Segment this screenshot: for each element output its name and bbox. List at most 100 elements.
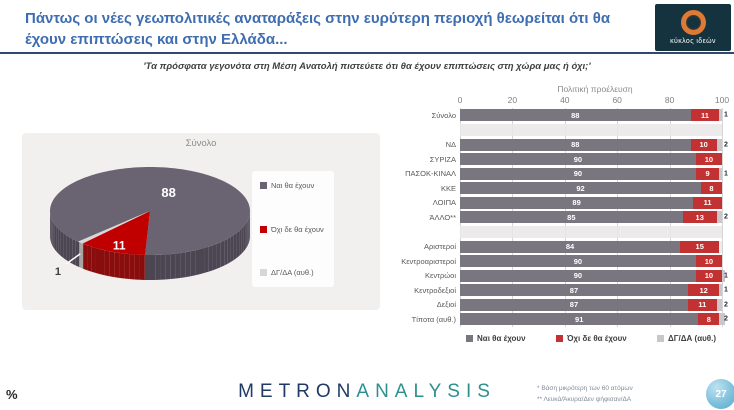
pie-leader-line (65, 253, 81, 265)
bar-row: Κεντροδεξιοί 87 12 1 (398, 283, 728, 298)
bar-track: 87 12 1 (460, 284, 728, 297)
pie-side (51, 217, 53, 246)
pie-side (227, 236, 231, 264)
bar-row: Κεντρώοι 90 10 1 (398, 269, 728, 284)
bar-gap-track (460, 226, 722, 238)
legend-label: Όχι δε θα έχουν (566, 333, 627, 343)
pie-legend-item: Όχι δε θα έχουν (260, 225, 326, 234)
bar-track: 88 11 1 (460, 109, 728, 122)
bar-segment-dk (716, 211, 722, 224)
legend-swatch-icon (260, 269, 267, 276)
percent-sign: % (6, 387, 18, 402)
dk-value-label: 2 (724, 315, 728, 323)
pie-side (95, 247, 100, 275)
dk-value-label: 2 (724, 301, 728, 309)
pie-side (230, 234, 234, 262)
bar-segment-dk (719, 284, 722, 297)
pie-side (114, 252, 120, 278)
bar-value-label: 91 (575, 314, 584, 324)
pie-title: Σύνολο (185, 138, 217, 149)
bar-value-label: 15 (695, 242, 704, 252)
pie-side (208, 245, 213, 272)
bar-segment-yes: 91 (460, 313, 699, 326)
pie-side (220, 240, 225, 268)
legend-swatch-icon (260, 182, 267, 189)
axis-tick-label: 100 (714, 95, 730, 105)
bar-row-label: ΆΛΛΟ** (429, 212, 456, 222)
bar-row-label: Δεξιοί (436, 300, 456, 310)
pie-side (104, 250, 110, 277)
legend-swatch-icon (555, 334, 563, 342)
brand-metron: METRON (238, 381, 357, 402)
bar-segment-yes: 90 (460, 153, 696, 166)
pie-side (91, 246, 96, 273)
bar-track: 88 10 2 (460, 138, 728, 151)
bar-legend-item: ΔΓ/ΔΑ (αυθ.) (657, 334, 716, 343)
pie-side (243, 224, 246, 252)
pie-side (216, 242, 221, 269)
pie-panel: Σύνολο 88 11 1 Ναι θα έχουν Όχι δε θα έχουν… (22, 133, 380, 310)
bar-segment-yes: 84 (460, 240, 681, 253)
bar-row-label: Τίποτα (αυθ.) (411, 314, 456, 324)
pie-side (200, 247, 205, 275)
bar-segment-yes: 92 (460, 182, 702, 195)
bar-value-label: 10 (704, 271, 714, 281)
pie-side (56, 226, 59, 254)
pie-side (236, 230, 240, 258)
bar-value-label: 13 (695, 212, 704, 222)
legend-label: Ναι θα έχουν (477, 333, 526, 343)
bar-segment-no: 10 (695, 153, 722, 166)
bar-row: ΛΟΙΠΑ 89 11 (398, 196, 722, 211)
bar-track: 89 11 (460, 196, 722, 209)
bar-segment-no: 15 (680, 240, 720, 253)
pie-side (139, 254, 145, 280)
bar-segment-dk (721, 269, 725, 282)
bar-row: Δεξιοί 87 11 2 (398, 298, 728, 313)
pie-slice (82, 211, 150, 255)
pie-legend-item: Ναι θα έχουν (260, 181, 326, 190)
page-number-badge: 27 (706, 379, 734, 409)
footnote-2: ** Λευκά/Άκυρα/Δεν ψήφισαν/ΔΑ (537, 395, 632, 403)
bar-segment-yes: 87 (460, 284, 688, 297)
bar-value-label: 8 (709, 183, 714, 193)
bar-row: ΠΑΣΟΚ-ΚΙΝΑΛ 90 9 1 (398, 167, 728, 182)
page-title: Πάντως οι νέες γεωπολιτικές αναταράξεις … (25, 10, 611, 48)
legend-swatch-icon (657, 334, 664, 342)
footnotes: * Βάση μικρότερη των 60 ατόμων ** Λευκά/… (537, 384, 633, 405)
bar-row-label: Σύνολο (431, 110, 456, 120)
axis-tick-label: 80 (664, 95, 675, 105)
bar-row-label: ΝΔ (445, 140, 456, 150)
pie-side (72, 238, 76, 266)
pie-side (60, 230, 64, 258)
dk-value-label: 1 (724, 111, 728, 119)
bar-row: Τίποτα (αυθ.) 91 8 2 (398, 312, 728, 327)
pie-side (54, 224, 57, 252)
pie-value-label: 88 (161, 185, 175, 200)
gridline (722, 108, 723, 327)
bar-track: 92 8 (460, 182, 722, 195)
pie-side (100, 249, 105, 276)
bar-value-label: 10 (704, 256, 714, 266)
bar-row-label: ΠΑΣΟΚ-ΚΙΝΑΛ (405, 169, 456, 179)
bar-segment-yes: 89 (460, 196, 694, 209)
pie-side (170, 253, 176, 280)
bar-row: ΝΔ 88 10 2 (398, 138, 728, 153)
dk-value-label: 2 (724, 213, 728, 221)
pie-side (53, 222, 55, 250)
bar-chart: Πολιτική προέλευση 0 20 40 60 80 100 Σύνολο 88… (398, 84, 730, 343)
bar-segment-dk (716, 138, 722, 151)
pie-side (190, 250, 196, 277)
bar-segment-no: 10 (690, 138, 717, 151)
pie-side (144, 254, 150, 280)
pie-side (195, 249, 200, 276)
bar-row-label: Αριστεροί (424, 242, 456, 252)
bar-legend-item: Όχι δε θα έχουν (555, 333, 627, 343)
bar-row: Αριστεροί 84 15 (398, 240, 722, 255)
axis-tick-label: 0 (457, 95, 463, 105)
bar-row: ΆΛΛΟ** 85 13 2 (398, 210, 728, 225)
legend-label: ΔΓ/ΔΑ (αυθ.) (271, 268, 314, 277)
pie-legend: Ναι θα έχουν Όχι δε θα έχουν ΔΓ/ΔΑ (αυθ.) (252, 171, 334, 287)
bar-row: Κεντροαριστεροί 90 10 (398, 254, 722, 269)
pie-side (134, 254, 140, 280)
